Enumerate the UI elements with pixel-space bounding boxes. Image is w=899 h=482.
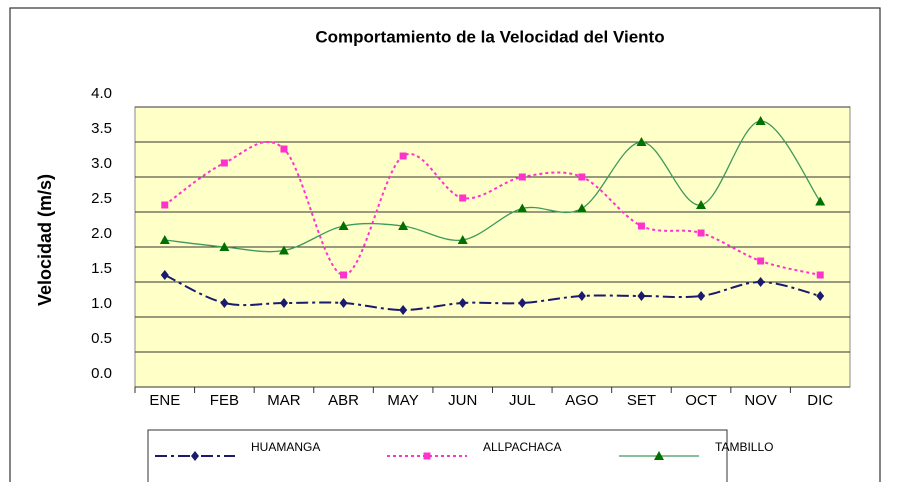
data-point: [696, 200, 707, 209]
data-point: [220, 298, 229, 308]
x-tick-label: ABR: [328, 392, 359, 409]
x-tick-label: JUN: [448, 392, 477, 409]
data-point: [816, 291, 825, 301]
data-point: [576, 203, 587, 213]
data-point: [697, 291, 706, 301]
legend-label: ALLPACHACA: [483, 440, 561, 454]
data-point: [339, 298, 348, 308]
data-point: [518, 298, 527, 308]
legend-label: HUAMANGA: [251, 440, 320, 454]
legend-marker: [191, 451, 199, 461]
x-tick-label: FEB: [210, 392, 239, 409]
data-point: [399, 152, 407, 160]
data-point: [816, 271, 824, 279]
data-point: [220, 159, 228, 167]
data-point: [219, 242, 230, 251]
x-tick-label: DIC: [807, 392, 833, 409]
legend-marker: [423, 452, 431, 460]
y-tick-label: 0.5: [91, 330, 112, 347]
data-point: [399, 305, 408, 315]
data-point: [578, 173, 586, 181]
x-tick-label: MAR: [267, 392, 301, 409]
data-point: [518, 173, 526, 181]
y-tick-label: 2.5: [91, 190, 112, 207]
data-point: [398, 221, 409, 230]
series-line: [164, 274, 821, 312]
data-point: [757, 257, 765, 265]
data-point: [459, 194, 467, 202]
data-point: [577, 291, 586, 301]
legend-marker: [654, 451, 664, 460]
data-point: [458, 298, 467, 308]
data-point: [280, 145, 288, 153]
data-point: [338, 221, 349, 230]
data-point: [517, 203, 528, 213]
data-point: [756, 277, 765, 287]
data-point: [637, 222, 645, 230]
x-tick-label: JUL: [509, 392, 536, 409]
x-tick-label: MAY: [387, 392, 418, 409]
x-tick-label: AGO: [565, 392, 598, 409]
data-point: [755, 116, 766, 125]
y-tick-label: 2.0: [91, 225, 112, 242]
y-tick-label: 1.5: [91, 260, 112, 277]
y-tick-label: 3.0: [91, 155, 112, 172]
data-point: [815, 196, 826, 206]
data-point: [457, 235, 468, 244]
x-tick-label: NOV: [744, 392, 777, 409]
data-point: [697, 229, 705, 237]
x-tick-label: OCT: [685, 392, 717, 409]
y-tick-label: 0.0: [91, 365, 112, 382]
data-point: [161, 201, 169, 209]
legend-label: TAMBILLO: [715, 440, 773, 454]
y-tick-label: 1.0: [91, 295, 112, 312]
data-point: [637, 291, 646, 301]
data-point: [636, 137, 647, 146]
chart-title: Comportamiento de la Velocidad del Vient…: [315, 27, 664, 46]
y-tick-label: 4.0: [91, 85, 112, 102]
data-point: [160, 270, 169, 280]
y-tick-label: 3.5: [91, 120, 112, 137]
x-tick-label: SET: [627, 392, 656, 409]
x-tick-label: ENE: [149, 392, 180, 409]
data-point: [340, 271, 348, 279]
y-axis-label: Velocidad (m/s): [35, 174, 55, 306]
data-point: [159, 235, 170, 244]
data-point: [278, 245, 289, 255]
data-point: [279, 298, 288, 308]
